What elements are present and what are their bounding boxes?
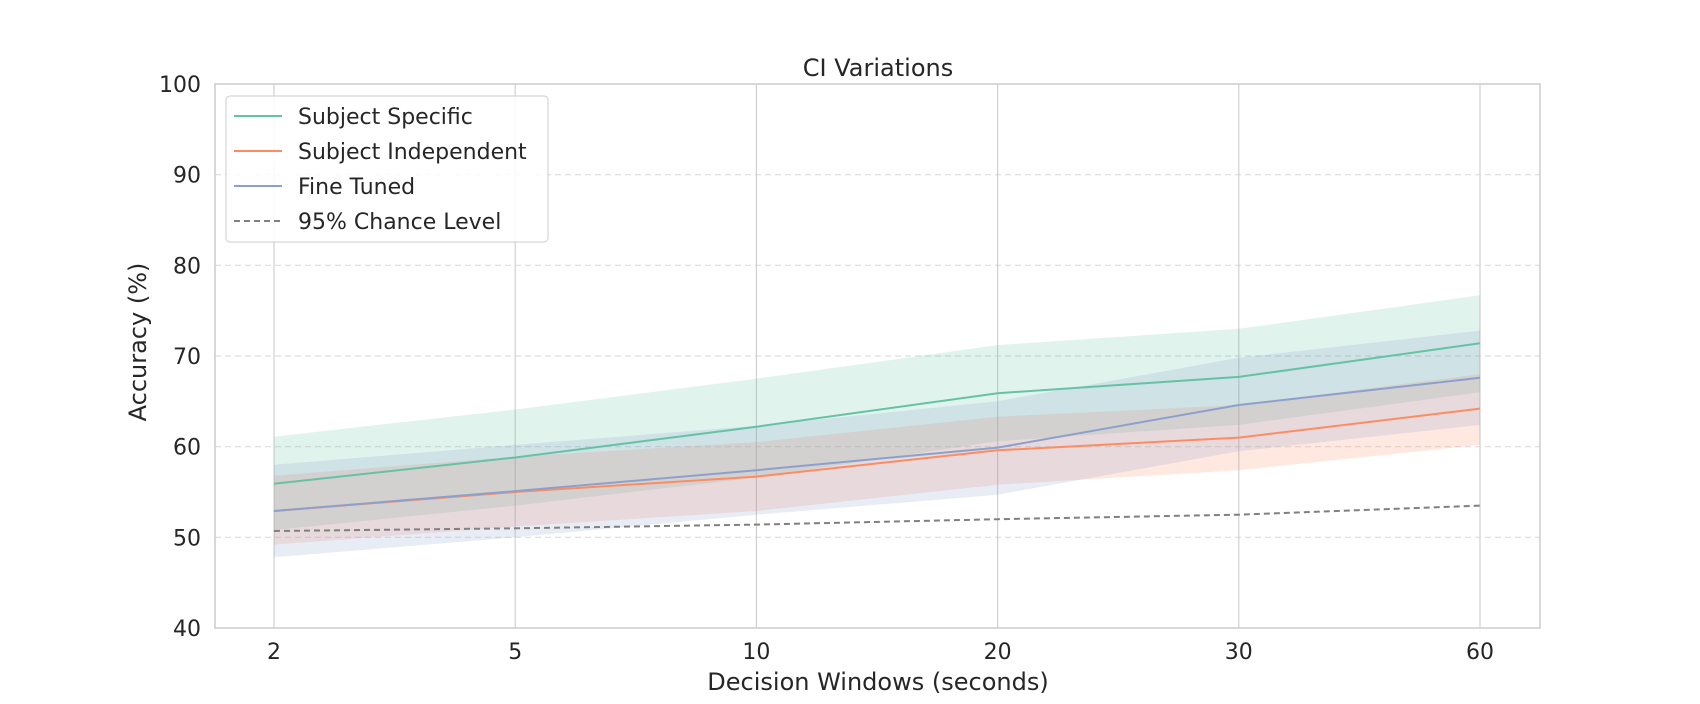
x-tick-label: 60 (1466, 640, 1494, 665)
series-line-3 (273, 504, 1481, 532)
y-tick-label: 40 (173, 617, 201, 642)
y-tick-label: 60 (173, 436, 201, 461)
plot-layer: 40 50 60 70 80 90 100 2 5 10 20 30 60 (159, 73, 1541, 665)
y-tick-label: 80 (173, 254, 201, 279)
chart-title: CI Variations (803, 54, 953, 82)
legend-label: Fine Tuned (298, 175, 415, 200)
legend: Subject Specific Subject Independent Fine … (225, 95, 549, 243)
series-line-0 (273, 342, 1481, 485)
y-tick-label: 100 (159, 73, 201, 98)
x-tick-label: 30 (1225, 640, 1253, 665)
legend-label: Subject Specific (298, 105, 473, 130)
y-tick-label: 50 (173, 526, 201, 551)
x-tick-label: 2 (267, 640, 281, 665)
x-tick-label: 20 (984, 640, 1012, 665)
legend-box (225, 95, 549, 243)
plot-frame (214, 83, 1541, 629)
x-tick-label: 10 (742, 640, 770, 665)
legend-label: 95% Chance Level (298, 210, 501, 235)
series-line-2 (273, 376, 1481, 512)
x-tick-label: 5 (508, 640, 522, 665)
x-axis-label: Decision Windows (seconds) (707, 668, 1048, 696)
ci-band-series-2 (274, 330, 1480, 558)
ci-band-series-0 (274, 295, 1480, 531)
y-tick-label: 90 (173, 164, 201, 189)
legend-label: Subject Independent (298, 140, 527, 165)
y-axis-label: Accuracy (%) (124, 263, 152, 422)
y-tick-label: 70 (173, 345, 201, 370)
